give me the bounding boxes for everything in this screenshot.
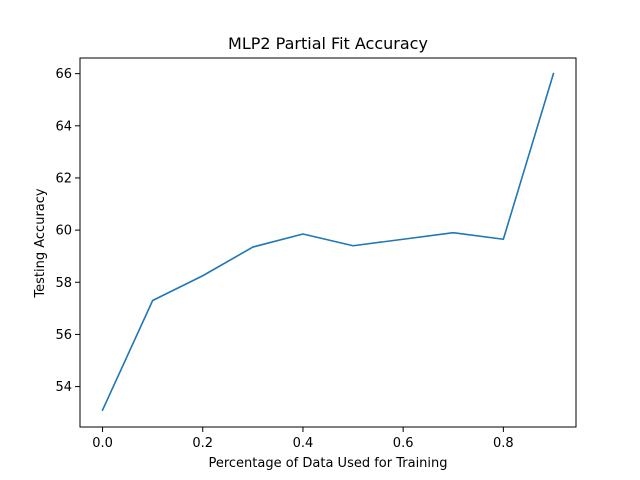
y-tick-label: 58 — [55, 276, 72, 291]
x-tick-label: 0.6 — [393, 436, 414, 451]
x-tick-label: 0.4 — [293, 436, 314, 451]
series-line — [101, 72, 555, 412]
x-tick-label: 0.2 — [192, 436, 213, 451]
y-tick-label: 64 — [55, 119, 72, 134]
axes-frame — [79, 57, 577, 428]
y-tick-label: 66 — [55, 67, 72, 82]
x-axis-label: Percentage of Data Used for Training — [208, 456, 447, 471]
x-tick-label: 0.0 — [92, 436, 113, 451]
plot-area — [101, 72, 555, 412]
y-axis: 54 56 58 60 62 64 66 — [55, 67, 80, 395]
y-tick-label: 56 — [55, 328, 72, 343]
y-tick-label: 62 — [55, 171, 72, 186]
chart-title: MLP2 Partial Fit Accuracy — [228, 34, 428, 53]
y-axis-label: Testing Accuracy — [33, 188, 48, 298]
y-tick-label: 54 — [55, 380, 72, 395]
y-tick-label: 60 — [55, 224, 72, 239]
x-tick-label: 0.8 — [493, 436, 514, 451]
x-axis: 0.0 0.2 0.4 0.6 0.8 — [92, 427, 514, 451]
